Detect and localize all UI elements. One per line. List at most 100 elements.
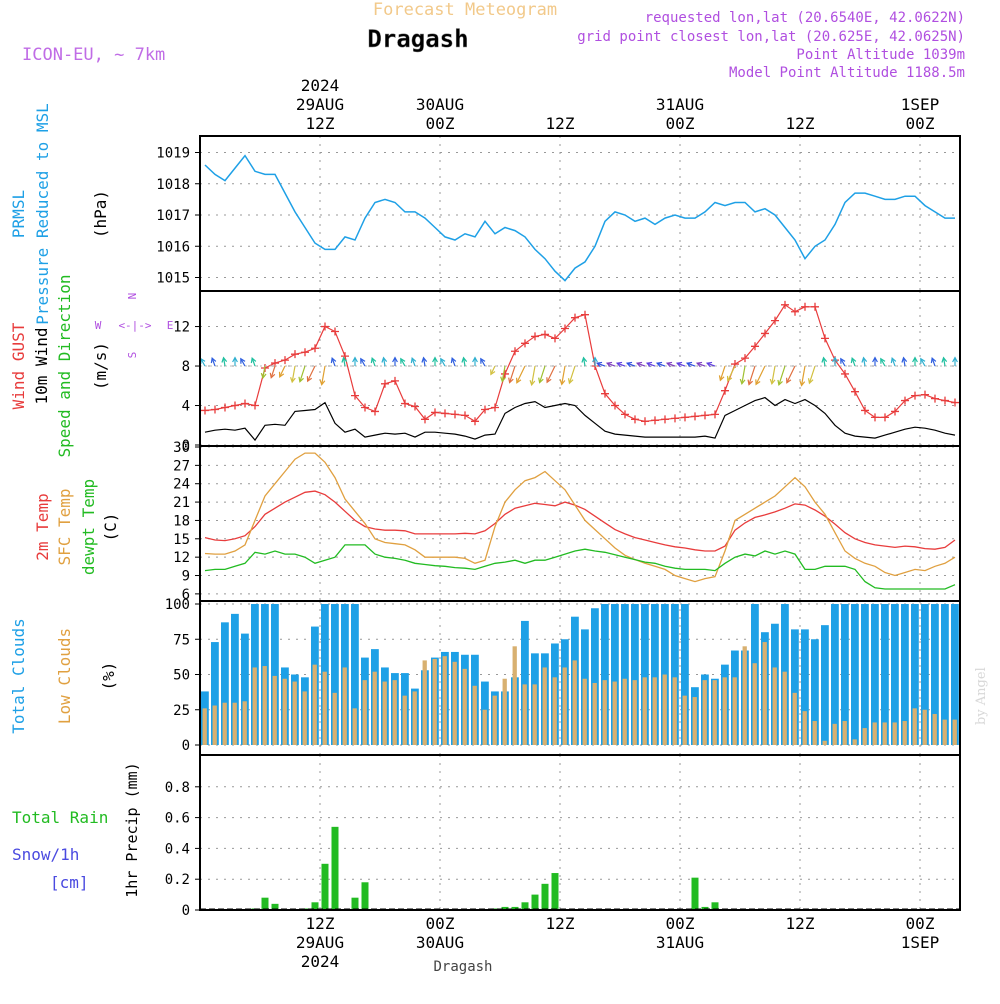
low-cloud-bar bbox=[232, 702, 237, 745]
wind-direction-arrow bbox=[211, 357, 216, 367]
wind-arrow-head bbox=[635, 361, 643, 368]
rain-bar bbox=[361, 882, 369, 910]
low-cloud-bar bbox=[292, 681, 297, 745]
top-time-label: 31AUG bbox=[656, 95, 704, 114]
wind-arrow-head bbox=[352, 356, 358, 363]
total-cloud-bar bbox=[881, 604, 889, 745]
low-cloud-bar bbox=[642, 677, 647, 745]
low-cloud-bar bbox=[312, 664, 317, 745]
wind-direction-arrow bbox=[800, 365, 806, 386]
gust-marker bbox=[931, 394, 939, 403]
wind-arrow-head bbox=[941, 356, 948, 363]
gust-marker bbox=[631, 415, 639, 424]
low-cloud-bar bbox=[252, 667, 257, 745]
wind-arrow-head bbox=[508, 377, 514, 384]
gust-marker bbox=[881, 413, 889, 422]
wind-direction-arrow bbox=[568, 365, 576, 384]
bottom-time-label: 12Z bbox=[546, 914, 575, 933]
precip-label-total-rain: Total Rain bbox=[12, 808, 108, 827]
gust-marker bbox=[371, 407, 379, 416]
gust-marker bbox=[511, 347, 519, 356]
ytick-label: 1018 bbox=[156, 177, 190, 193]
total-cloud-bar bbox=[931, 604, 939, 745]
wind-arrow-head bbox=[450, 356, 457, 364]
rain-bar bbox=[261, 897, 269, 910]
wind-direction-arrow bbox=[462, 357, 466, 367]
gust-marker bbox=[911, 391, 919, 400]
ytick-label: 1017 bbox=[156, 208, 190, 224]
low-cloud-bar bbox=[602, 680, 607, 745]
gust-marker bbox=[561, 324, 569, 333]
wind-arrow-head bbox=[592, 356, 598, 363]
gust-marker bbox=[421, 415, 429, 424]
wind-direction-arrow bbox=[666, 362, 676, 367]
gust-marker bbox=[501, 369, 509, 378]
wind-direction-arrow bbox=[321, 365, 326, 385]
ytick-label: 8 bbox=[182, 359, 190, 375]
wind-arrow-head bbox=[786, 377, 792, 384]
total-cloud-bar bbox=[831, 604, 839, 745]
low-cloud-bar bbox=[942, 719, 947, 745]
rain-bar bbox=[701, 906, 709, 910]
low-cloud-bar bbox=[212, 705, 217, 745]
low-cloud-bar bbox=[842, 721, 847, 745]
gust-marker bbox=[531, 332, 539, 341]
gust-marker bbox=[281, 356, 289, 365]
total-cloud-bar bbox=[791, 629, 799, 745]
low-cloud-bar bbox=[822, 740, 827, 745]
total-cloud-bar bbox=[821, 625, 829, 745]
low-cloud-bar bbox=[692, 697, 697, 745]
rain-bar bbox=[321, 863, 329, 910]
total-cloud-bar bbox=[641, 604, 649, 745]
compass-north: N bbox=[126, 293, 139, 300]
gust-marker bbox=[241, 399, 249, 408]
wind-direction-arrow bbox=[422, 357, 426, 367]
low-cloud-bar bbox=[482, 709, 487, 745]
low-cloud-bar bbox=[752, 663, 757, 745]
wind-arrow-head bbox=[290, 377, 296, 384]
gust-series-line bbox=[204, 303, 956, 423]
gust-marker bbox=[841, 369, 849, 378]
gust-marker bbox=[291, 350, 299, 359]
total-cloud-bar bbox=[621, 604, 629, 745]
low-cloud-bar bbox=[372, 671, 377, 745]
low-cloud-bar bbox=[392, 680, 397, 745]
total-cloud-bar bbox=[631, 604, 639, 745]
pressure-label-units: (hPa) bbox=[91, 190, 110, 238]
gust-marker bbox=[251, 401, 259, 410]
low-cloud-bar bbox=[352, 708, 357, 745]
gust-marker bbox=[791, 307, 799, 316]
pressure-label-prmsl: PRMSL bbox=[9, 190, 28, 238]
wind-direction-arrow bbox=[676, 362, 686, 367]
total-cloud-bar bbox=[331, 604, 339, 745]
rain-bar bbox=[271, 903, 279, 910]
panel-frame bbox=[199, 135, 961, 292]
gust-marker bbox=[821, 334, 829, 343]
wind-label-10m: 10m Wind bbox=[32, 327, 51, 404]
ytick-label: 1016 bbox=[156, 239, 190, 255]
total-cloud-bar bbox=[901, 604, 909, 745]
precip-label-snow: Snow/1h bbox=[12, 845, 79, 864]
precip-axis-label: 1hr Precip (mm) bbox=[123, 762, 141, 897]
rain-bar bbox=[511, 906, 519, 910]
rain-bar bbox=[551, 873, 559, 910]
wind-direction-arrow bbox=[942, 357, 946, 367]
gust-marker bbox=[331, 327, 339, 336]
wind-direction-arrow bbox=[741, 365, 746, 384]
low-cloud-bar bbox=[532, 684, 537, 745]
low-cloud-bar bbox=[732, 677, 737, 745]
wind-arrow-head bbox=[529, 380, 536, 387]
wind-direction-arrow bbox=[307, 365, 316, 382]
wind-direction-arrow bbox=[240, 358, 246, 367]
wind-arrow-head bbox=[250, 356, 257, 364]
wind-arrow-head bbox=[872, 356, 878, 363]
low-cloud-bar bbox=[382, 681, 387, 745]
total-cloud-bar bbox=[671, 604, 679, 745]
gust-marker bbox=[351, 391, 359, 400]
wind-arrow-head bbox=[832, 356, 838, 363]
low-cloud-bar bbox=[722, 677, 727, 745]
wind-arrow-head bbox=[605, 361, 613, 368]
gust-marker bbox=[401, 399, 409, 408]
bottom-time-label: 2024 bbox=[301, 952, 340, 971]
